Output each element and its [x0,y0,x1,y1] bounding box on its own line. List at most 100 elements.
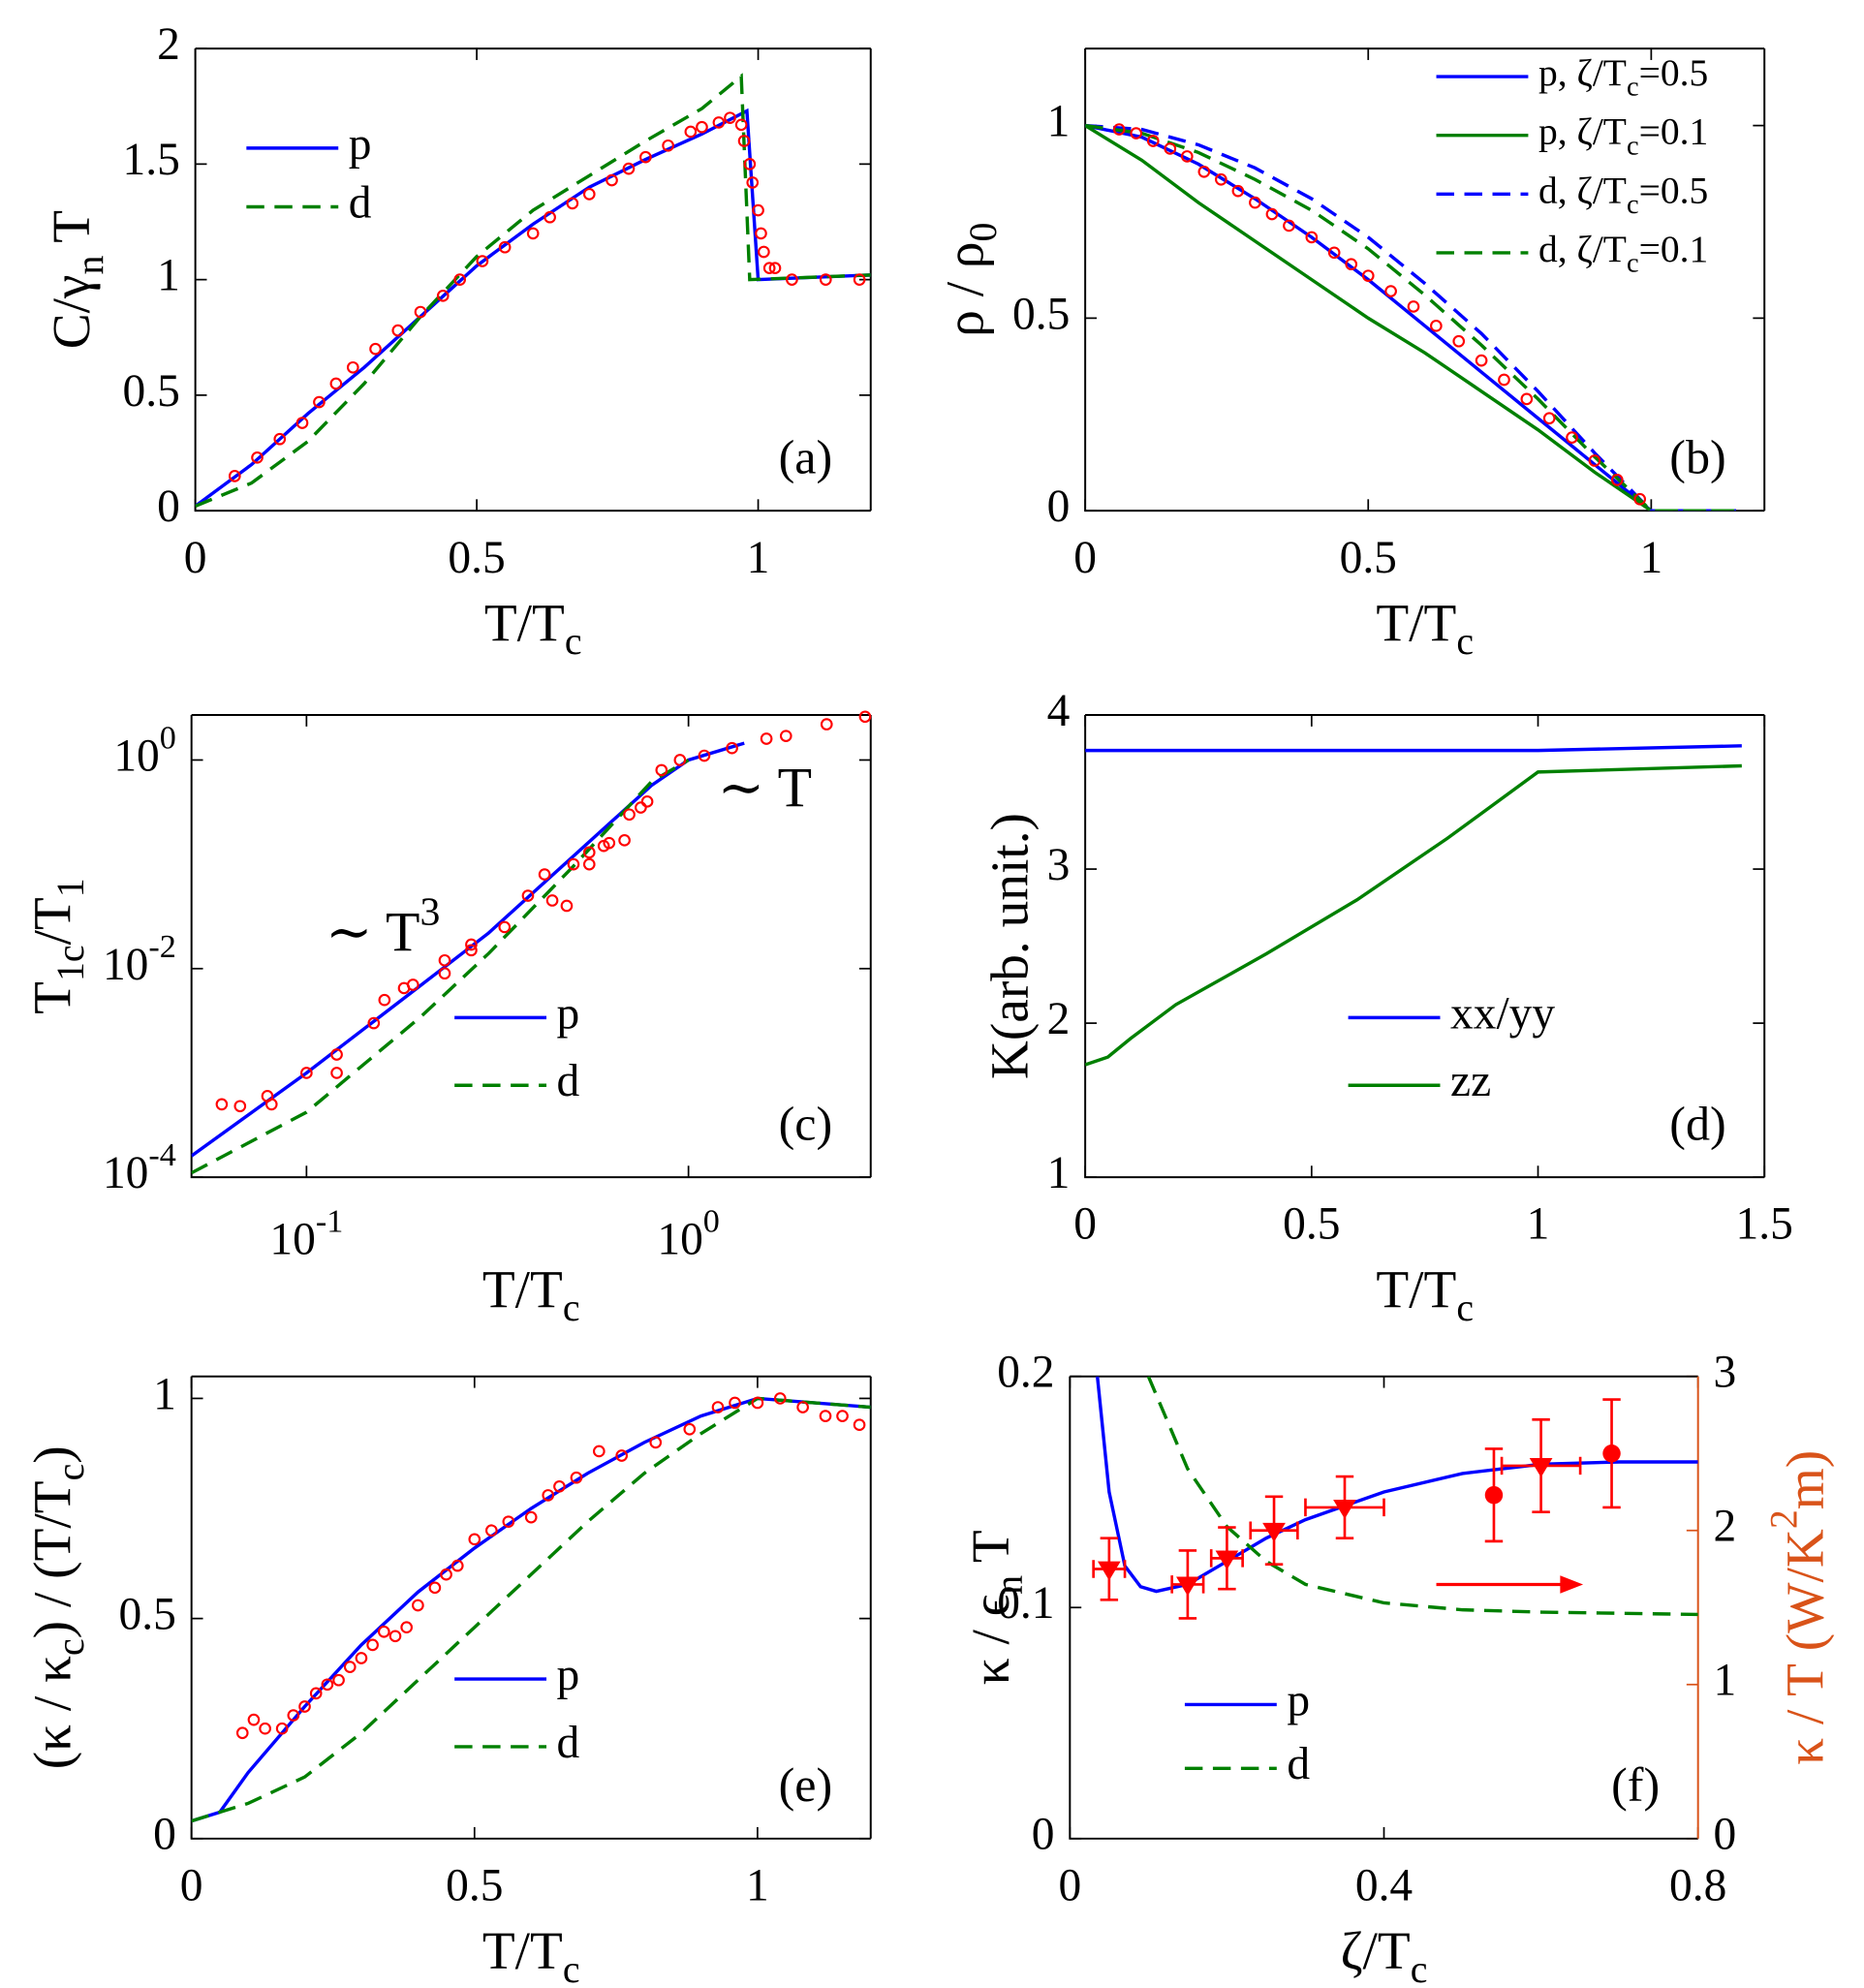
data-point [696,120,708,134]
text-part: c [1627,248,1639,278]
text-part: ∼ T [326,901,419,964]
data-point [773,1392,787,1405]
data-point [615,1449,629,1462]
data-point [366,1638,379,1652]
data-point [438,967,451,980]
tick-label: 1 [1640,533,1663,583]
data-point [760,732,773,745]
tick-label: 2 [1713,1502,1736,1552]
data-point [1588,454,1601,467]
tick-label: 0 [1713,1810,1736,1860]
data-point [566,197,579,210]
data-point [346,360,359,374]
data-point [414,305,427,319]
tick-label: 0 [184,533,207,583]
y-axis-label: K(arb. unit.) [979,813,1039,1079]
data-point [635,801,647,814]
legend-label: d [1287,1739,1310,1789]
data-point [1610,474,1624,486]
legend-label: p [349,119,372,170]
data-point [582,857,596,871]
text-part: T/T [1376,593,1456,652]
data-point [858,710,872,724]
axes-frame [194,47,872,513]
data-point [853,273,866,286]
data-point [1452,334,1466,348]
data-point [465,938,478,951]
data-point [1633,492,1647,506]
data-point [1197,165,1211,178]
data-point [786,273,798,286]
data-point [1283,219,1295,233]
data-point [450,1559,464,1572]
text-part: T [42,210,101,256]
axes-frame [1084,714,1766,1179]
series-line [1085,124,1736,512]
series-line [195,73,871,508]
data-point [582,188,596,201]
tick-label: 0 [1073,1199,1097,1250]
y-axis-label: (κ / κc) / (T/Tc) [22,1445,92,1769]
data-point [1520,392,1534,406]
panel-label: (c) [779,1097,833,1151]
legend-label: p [1287,1675,1310,1725]
text-part: ) / (T/T [22,1480,81,1638]
data-point [1333,1499,1356,1519]
panel: 0 0.5 100.51p, ζ/Tc=0.5p, ζ/Tc=0.1d, ζ/Tc=… [935,47,1766,663]
data-point [1097,1561,1121,1581]
text-part: =0.5 [1639,169,1709,211]
data-point [726,741,738,755]
text-part: =0.1 [1639,228,1709,270]
data-point [1249,196,1261,209]
text-part: c [1627,131,1639,161]
arrow-head [1560,1575,1584,1594]
data-point [553,1479,566,1493]
text-part: C/γ [42,275,101,350]
data-point [391,324,405,337]
text-part: T [961,1530,1020,1575]
panel: 0 0.5 1 1.5 1 2 3 4 xx/yy zz (d) T/Tc K(arb. unit.) [979,686,1792,1329]
text-part: 0 [961,223,1005,242]
data-point [428,1581,442,1595]
tick-label: 1 [157,251,180,301]
data-point [526,227,540,240]
legend-label: p [557,988,580,1039]
tick-label: 0 [1047,481,1071,532]
y2-axis-label: κ / T (W/K2m) [1762,1450,1835,1765]
text-part: c [1456,619,1474,663]
data-point [592,1444,606,1458]
tick-label: 0.4 [1355,1860,1413,1910]
data-point [235,1726,249,1740]
data-point [1176,1576,1199,1597]
data-point [247,1713,261,1726]
data-point [332,1673,345,1687]
x-axis-label: T/Tc [1376,593,1474,663]
tick-label: 0 [1032,1810,1055,1860]
tick-base: 10 [103,940,148,990]
series-line [1085,123,1736,512]
data-point [330,1048,343,1061]
series-line [1085,123,1736,512]
tick-label: 10-4 [103,1137,176,1198]
x-axis-label: T/Tc [484,593,582,663]
data-point [734,118,748,132]
series-line [191,1396,871,1823]
data-point [329,377,343,390]
data-point [603,836,616,850]
data-point [853,1418,866,1432]
data-point [498,240,512,254]
text-part: T [22,981,81,1014]
tick-label: 0.5 [119,1590,176,1640]
tick-label: 0 [1073,533,1097,583]
data-point [618,834,631,847]
data-point [649,1436,663,1449]
data-point [1407,300,1420,313]
text-part: d, ζ/T [1538,169,1627,211]
tick-label: 1 [153,1369,176,1419]
data-point [355,1652,368,1664]
legend-label: d, ζ/Tc=0.5 [1538,169,1708,219]
text-part: n [68,256,111,275]
tick-label: 0 [180,1860,203,1910]
text-part: T/T [482,1259,563,1319]
